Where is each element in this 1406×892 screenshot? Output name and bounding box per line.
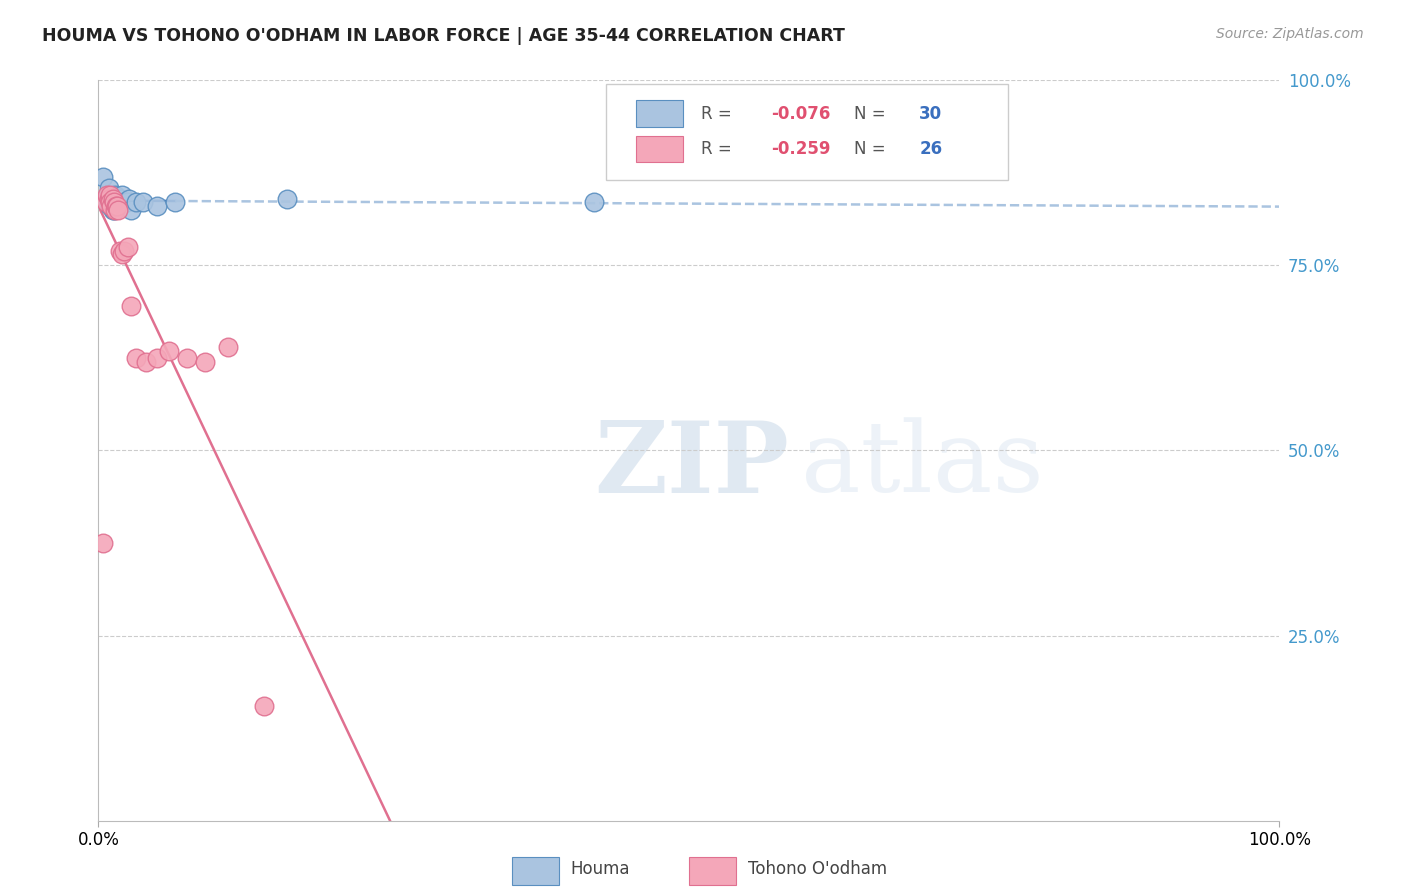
Point <box>105 199 128 213</box>
Point <box>97 188 120 202</box>
Point <box>100 199 122 213</box>
Point <box>108 244 131 258</box>
Point <box>125 351 148 365</box>
Point <box>105 195 128 210</box>
Point <box>217 340 239 354</box>
Point <box>132 195 155 210</box>
Point <box>94 195 117 210</box>
Point <box>91 536 114 550</box>
Point <box>112 195 135 210</box>
Point <box>98 199 121 213</box>
Point <box>115 195 138 210</box>
Text: -0.259: -0.259 <box>772 140 831 158</box>
Point <box>97 195 120 210</box>
Point <box>98 195 121 210</box>
Point <box>100 192 122 206</box>
Point <box>105 199 128 213</box>
Text: HOUMA VS TOHONO O'ODHAM IN LABOR FORCE | AGE 35-44 CORRELATION CHART: HOUMA VS TOHONO O'ODHAM IN LABOR FORCE |… <box>42 27 845 45</box>
Text: R =: R = <box>700 104 737 122</box>
Point <box>125 195 148 210</box>
Text: atlas: atlas <box>801 417 1043 513</box>
Point <box>101 199 124 213</box>
Point <box>98 188 121 202</box>
Point <box>91 169 114 184</box>
FancyBboxPatch shape <box>636 100 683 127</box>
Point <box>104 202 127 217</box>
Point <box>98 192 121 206</box>
Text: 26: 26 <box>920 140 942 158</box>
Text: Houma: Houma <box>571 860 630 878</box>
Text: N =: N = <box>855 140 891 158</box>
Text: -0.076: -0.076 <box>772 104 831 122</box>
Text: N =: N = <box>855 104 891 122</box>
Point <box>104 188 127 202</box>
Point <box>98 195 121 210</box>
Point <box>583 195 606 210</box>
Text: Source: ZipAtlas.com: Source: ZipAtlas.com <box>1216 27 1364 41</box>
Point <box>111 247 134 261</box>
Point <box>103 202 125 217</box>
Text: ZIP: ZIP <box>595 417 789 514</box>
Point <box>146 199 169 213</box>
Point <box>108 195 131 210</box>
Point <box>157 343 180 358</box>
Point <box>96 188 118 202</box>
Point <box>103 195 125 210</box>
Point <box>103 199 125 213</box>
Point <box>112 244 135 258</box>
Text: Tohono O'odham: Tohono O'odham <box>748 860 887 878</box>
Point <box>121 202 143 217</box>
Text: 30: 30 <box>920 104 942 122</box>
Point <box>107 202 129 217</box>
Point <box>253 698 276 713</box>
FancyBboxPatch shape <box>606 84 1008 180</box>
Point <box>194 354 217 368</box>
Point <box>100 195 122 210</box>
Point <box>111 188 134 202</box>
Point <box>105 192 128 206</box>
FancyBboxPatch shape <box>512 857 560 885</box>
FancyBboxPatch shape <box>636 136 683 162</box>
Point <box>135 354 157 368</box>
Point <box>110 192 132 206</box>
Point <box>176 351 198 365</box>
Point <box>98 192 121 206</box>
Text: R =: R = <box>700 140 737 158</box>
Point <box>118 192 141 206</box>
Point <box>107 195 129 210</box>
Point <box>276 192 298 206</box>
Point <box>121 299 143 313</box>
Point <box>146 351 169 365</box>
Point <box>165 195 187 210</box>
Point <box>98 180 121 194</box>
Point <box>101 192 124 206</box>
FancyBboxPatch shape <box>689 857 737 885</box>
Point <box>101 202 124 217</box>
Point <box>117 240 139 254</box>
